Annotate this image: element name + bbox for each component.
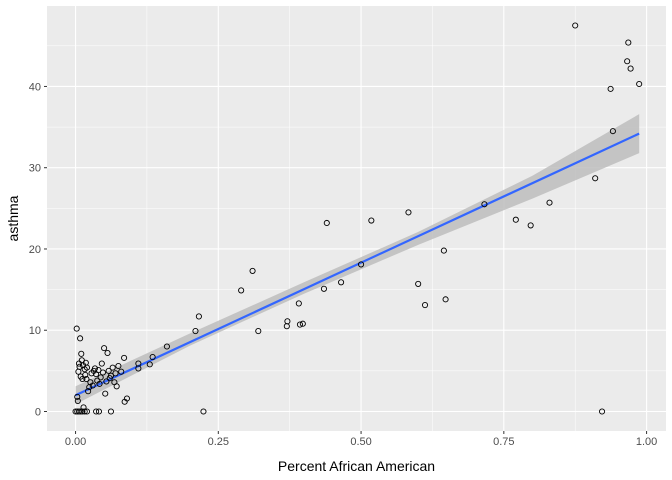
data-point bbox=[76, 363, 83, 370]
data-point bbox=[296, 321, 304, 328]
data-point bbox=[405, 209, 412, 216]
data-point bbox=[527, 222, 534, 229]
y-tick-label: 0 bbox=[35, 406, 41, 418]
data-point bbox=[101, 345, 108, 352]
data-point bbox=[546, 199, 553, 206]
data-point bbox=[109, 364, 116, 371]
x-tick-label: 0.00 bbox=[65, 436, 86, 448]
data-point bbox=[96, 380, 103, 387]
data-point bbox=[91, 365, 99, 372]
data-point bbox=[249, 267, 256, 274]
data-point bbox=[102, 390, 109, 397]
data-point bbox=[73, 325, 80, 332]
data-point bbox=[79, 375, 86, 383]
data-point bbox=[81, 408, 88, 415]
data-point bbox=[358, 261, 365, 268]
data-point bbox=[255, 327, 262, 335]
data-point bbox=[625, 39, 632, 46]
data-point bbox=[295, 300, 302, 307]
data-point bbox=[112, 370, 119, 377]
data-point bbox=[512, 216, 519, 223]
data-point bbox=[609, 128, 616, 135]
data-point bbox=[95, 408, 103, 415]
data-point bbox=[118, 368, 125, 375]
y-tick-label: 20 bbox=[29, 244, 41, 256]
data-point bbox=[421, 301, 429, 309]
data-point bbox=[320, 285, 328, 292]
data-point bbox=[99, 369, 107, 376]
data-point bbox=[442, 296, 449, 303]
data-point bbox=[83, 375, 90, 383]
data-point bbox=[572, 22, 579, 29]
data-point bbox=[415, 280, 422, 287]
data-point bbox=[238, 287, 245, 294]
data-point bbox=[77, 335, 84, 342]
data-point bbox=[93, 408, 100, 415]
data-point bbox=[592, 175, 599, 182]
major-gridlines bbox=[47, 6, 666, 431]
data-point bbox=[98, 360, 105, 367]
x-axis-title: Percent African American bbox=[278, 458, 435, 474]
data-point bbox=[104, 349, 111, 357]
data-point bbox=[115, 362, 122, 370]
data-point bbox=[121, 354, 128, 361]
data-point bbox=[74, 393, 81, 400]
data-point bbox=[323, 219, 330, 227]
data-point bbox=[624, 58, 631, 65]
data-point bbox=[192, 327, 199, 335]
data-point bbox=[105, 367, 112, 374]
x-tick-label: 0.50 bbox=[350, 436, 371, 448]
data-point bbox=[107, 408, 115, 415]
data-point bbox=[607, 85, 614, 92]
y-axis-title: asthma bbox=[5, 195, 21, 241]
data-point bbox=[123, 395, 130, 402]
data-point bbox=[338, 279, 345, 286]
data-point bbox=[195, 313, 202, 320]
data-point bbox=[95, 367, 102, 374]
y-axis-ticks: 0 10 20 30 40 bbox=[29, 81, 47, 418]
data-point bbox=[77, 408, 84, 415]
data-point bbox=[368, 217, 375, 224]
data-point bbox=[97, 374, 104, 381]
y-tick-label: 10 bbox=[29, 325, 41, 337]
data-point bbox=[83, 364, 91, 371]
x-axis-ticks: 0.00 0.25 0.50 0.75 1.00 bbox=[65, 431, 657, 448]
data-point bbox=[299, 320, 306, 327]
data-point bbox=[83, 408, 91, 415]
data-point bbox=[74, 397, 81, 404]
data-points bbox=[72, 22, 643, 415]
y-tick-label: 40 bbox=[29, 81, 41, 93]
confidence-band bbox=[75, 114, 640, 405]
data-point bbox=[103, 378, 110, 385]
data-point bbox=[149, 354, 156, 361]
data-point bbox=[284, 318, 291, 325]
data-point bbox=[85, 388, 92, 395]
minor-gridlines bbox=[47, 6, 666, 431]
data-point bbox=[89, 382, 96, 389]
data-point bbox=[80, 404, 87, 411]
x-tick-label: 0.75 bbox=[493, 436, 514, 448]
data-point bbox=[82, 371, 89, 378]
data-point bbox=[598, 408, 606, 415]
data-point bbox=[440, 247, 447, 254]
data-point bbox=[107, 372, 115, 379]
data-point bbox=[78, 350, 85, 357]
data-point bbox=[636, 80, 643, 88]
data-point bbox=[113, 383, 120, 390]
x-tick-label: 1.00 bbox=[636, 436, 657, 448]
data-point bbox=[75, 408, 83, 415]
trend-line bbox=[75, 132, 640, 397]
data-point bbox=[79, 408, 86, 415]
data-point bbox=[481, 201, 488, 208]
y-tick-label: 30 bbox=[29, 163, 41, 175]
data-point bbox=[200, 408, 207, 415]
data-point bbox=[146, 361, 153, 368]
data-point bbox=[163, 343, 170, 350]
data-point bbox=[627, 65, 634, 72]
data-point bbox=[135, 360, 142, 367]
x-tick-label: 0.25 bbox=[208, 436, 229, 448]
